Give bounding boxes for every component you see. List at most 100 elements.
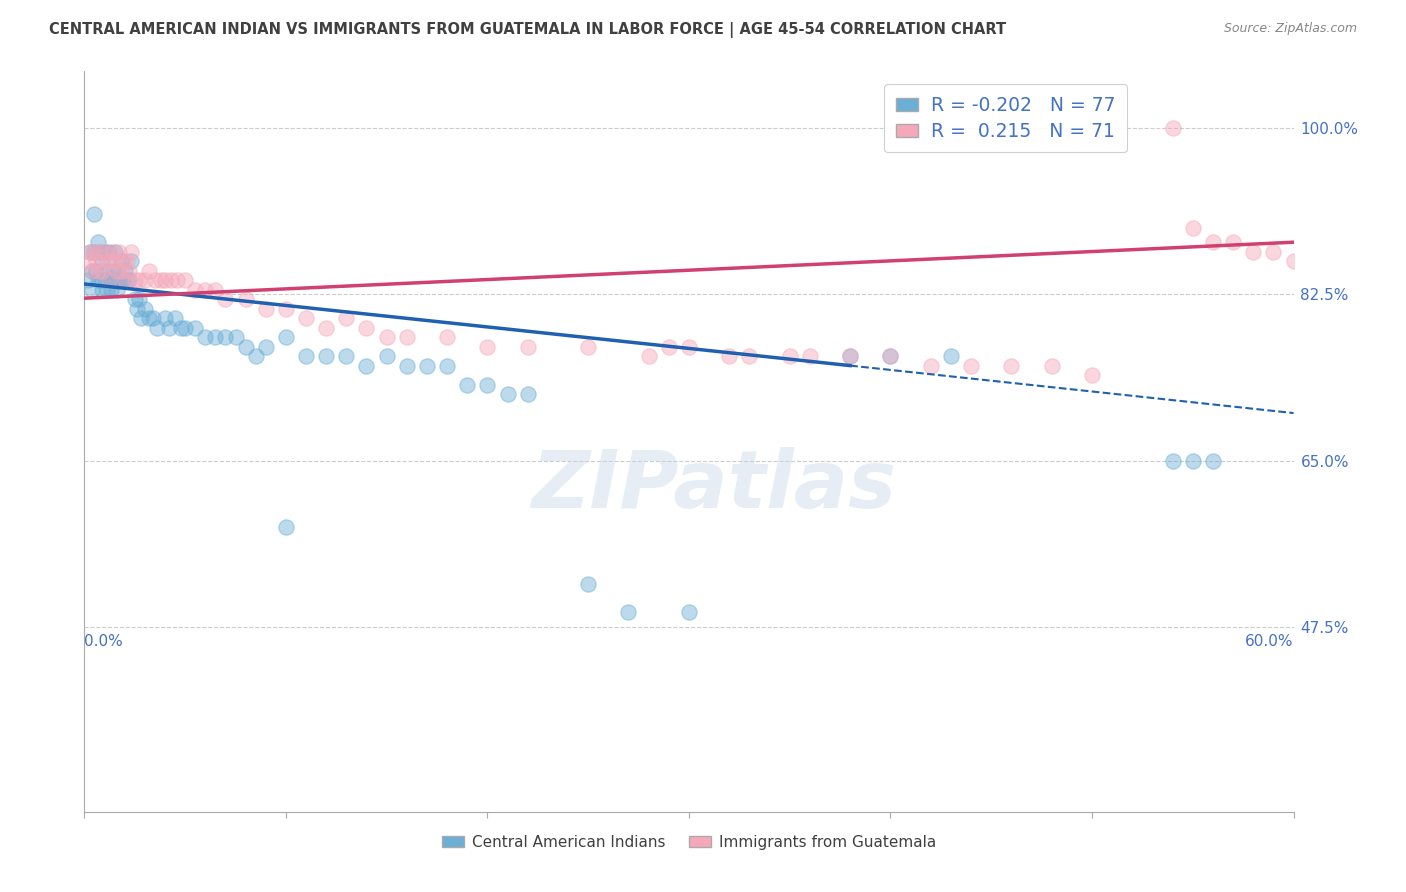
- Point: [225, 330, 247, 344]
- Point: [174, 273, 197, 287]
- Point: [96, 283, 118, 297]
- Point: [87, 263, 110, 277]
- Point: [79, 244, 101, 259]
- Point: [97, 273, 120, 287]
- Point: [194, 283, 217, 297]
- Point: [89, 244, 111, 259]
- Point: [166, 273, 188, 287]
- Point: [295, 349, 318, 363]
- Legend: Central American Indians, Immigrants from Guatemala: Central American Indians, Immigrants fro…: [436, 829, 942, 856]
- Point: [839, 349, 862, 363]
- Point: [82, 263, 104, 277]
- Point: [153, 273, 176, 287]
- Point: [100, 283, 122, 297]
- Point: [1161, 453, 1184, 467]
- Point: [356, 320, 378, 334]
- Point: [1241, 244, 1264, 259]
- Point: [477, 377, 499, 392]
- Point: [97, 273, 120, 287]
- Point: [115, 273, 138, 287]
- Point: [1040, 359, 1063, 373]
- Point: [87, 273, 110, 287]
- Point: [617, 606, 640, 620]
- Point: [86, 263, 108, 277]
- Point: [637, 349, 659, 363]
- Point: [879, 349, 901, 363]
- Point: [436, 359, 458, 373]
- Text: CENTRAL AMERICAN INDIAN VS IMMIGRANTS FROM GUATEMALA IN LABOR FORCE | AGE 45-54 : CENTRAL AMERICAN INDIAN VS IMMIGRANTS FR…: [49, 22, 1007, 38]
- Point: [105, 263, 128, 277]
- Point: [274, 520, 297, 534]
- Point: [516, 387, 538, 401]
- Point: [118, 273, 141, 287]
- Point: [576, 340, 599, 354]
- Point: [477, 340, 499, 354]
- Point: [77, 254, 100, 268]
- Point: [235, 292, 257, 306]
- Text: Source: ZipAtlas.com: Source: ZipAtlas.com: [1223, 22, 1357, 36]
- Point: [839, 349, 862, 363]
- Point: [335, 349, 357, 363]
- Point: [738, 349, 761, 363]
- Point: [110, 263, 132, 277]
- Point: [960, 359, 983, 373]
- Text: 0.0%: 0.0%: [84, 634, 124, 649]
- Point: [395, 359, 418, 373]
- Point: [107, 244, 129, 259]
- Point: [235, 340, 257, 354]
- Point: [114, 273, 136, 287]
- Point: [165, 311, 187, 326]
- Point: [128, 292, 150, 306]
- Point: [143, 273, 166, 287]
- Point: [254, 340, 277, 354]
- Point: [1181, 453, 1204, 467]
- Point: [1161, 121, 1184, 136]
- Point: [128, 273, 150, 287]
- Point: [120, 244, 142, 259]
- Point: [274, 301, 297, 316]
- Point: [157, 320, 180, 334]
- Point: [100, 254, 122, 268]
- Point: [118, 263, 141, 277]
- Point: [83, 207, 105, 221]
- Point: [77, 273, 100, 287]
- Point: [89, 244, 111, 259]
- Point: [138, 311, 160, 326]
- Point: [125, 301, 148, 316]
- Point: [96, 254, 118, 268]
- Point: [107, 273, 129, 287]
- Point: [101, 263, 124, 277]
- Point: [1282, 254, 1305, 268]
- Point: [110, 254, 132, 268]
- Point: [83, 244, 105, 259]
- Point: [91, 263, 114, 277]
- Point: [86, 254, 108, 268]
- Point: [1000, 359, 1022, 373]
- Point: [114, 273, 136, 287]
- Point: [920, 359, 942, 373]
- Point: [146, 320, 169, 334]
- Point: [93, 244, 115, 259]
- Point: [245, 349, 267, 363]
- Point: [79, 244, 101, 259]
- Point: [114, 263, 136, 277]
- Point: [194, 330, 217, 344]
- Text: 60.0%: 60.0%: [1246, 634, 1294, 649]
- Point: [115, 254, 138, 268]
- Point: [576, 577, 599, 591]
- Point: [142, 311, 165, 326]
- Point: [104, 273, 127, 287]
- Point: [134, 273, 156, 287]
- Point: [516, 340, 538, 354]
- Point: [204, 283, 226, 297]
- Point: [91, 254, 114, 268]
- Point: [315, 349, 337, 363]
- Point: [214, 292, 236, 306]
- Point: [295, 311, 318, 326]
- Point: [91, 283, 114, 297]
- Point: [204, 330, 226, 344]
- Point: [436, 330, 458, 344]
- Point: [356, 359, 378, 373]
- Point: [153, 311, 176, 326]
- Point: [779, 349, 801, 363]
